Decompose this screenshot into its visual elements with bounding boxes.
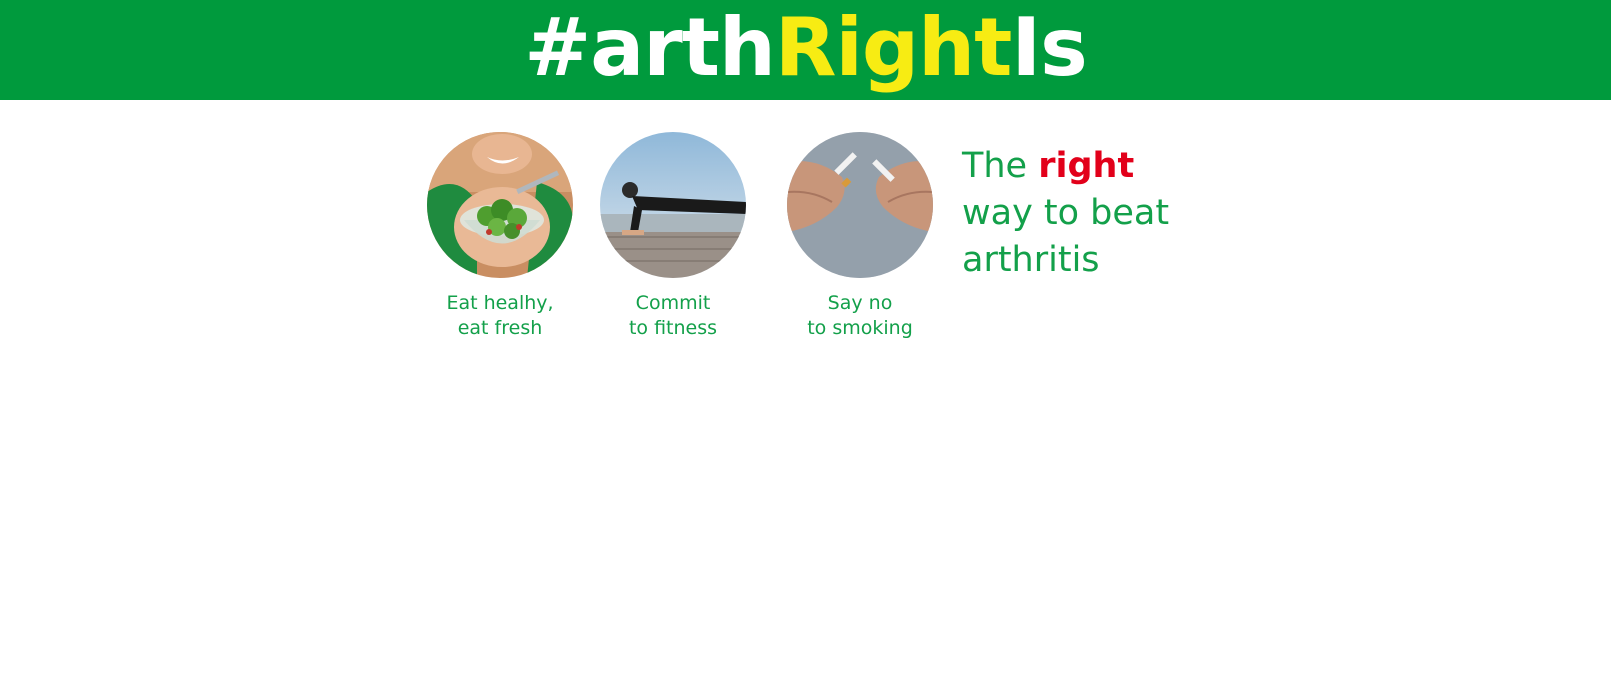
hashtag-part-arth: #arth <box>524 1 776 94</box>
slogan-word-the: The <box>962 146 1028 186</box>
tip-caption: Commit to fitness <box>588 291 758 341</box>
salad-photo <box>427 132 573 278</box>
tip-no-smoking: Say no to smoking <box>775 132 945 341</box>
hashtag-part-is: Is <box>1011 1 1087 94</box>
hashtag-banner: #arthRightIs <box>0 0 1611 100</box>
campaign-slogan: The right way to beat arthritis <box>962 143 1262 284</box>
tip-caption: Eat healhy, eat fresh <box>415 291 585 341</box>
slogan-line3: arthritis <box>962 240 1100 280</box>
hashtag-part-right: Right <box>774 1 1012 94</box>
slogan-line1: The right <box>962 143 1262 190</box>
fitness-photo <box>600 132 746 278</box>
tip-caption-line2: to smoking <box>807 317 913 339</box>
fitness-photo-illustration <box>600 132 746 278</box>
slogan-highlight-right: right <box>1038 146 1135 186</box>
tip-caption-line2: to fitness <box>628 317 718 339</box>
campaign-hashtag: #arthRightIs <box>524 0 1088 96</box>
tip-caption: Say no to smoking <box>775 291 945 341</box>
broken-cigarette-photo <box>787 132 933 278</box>
broken-cigarette-illustration <box>787 132 933 278</box>
slogan-line2: way to beat <box>962 193 1170 233</box>
tip-caption-line1: Eat healhy, <box>446 292 554 314</box>
tip-caption-line1: Say no <box>827 292 893 314</box>
tip-caption-line2: eat fresh <box>457 317 543 339</box>
salad-photo-illustration <box>427 132 573 278</box>
tip-caption-line1: Commit <box>635 292 711 314</box>
tip-commit-fitness: Commit to fitness <box>588 132 758 341</box>
tip-eat-healthy: Eat healhy, eat fresh <box>415 132 585 341</box>
